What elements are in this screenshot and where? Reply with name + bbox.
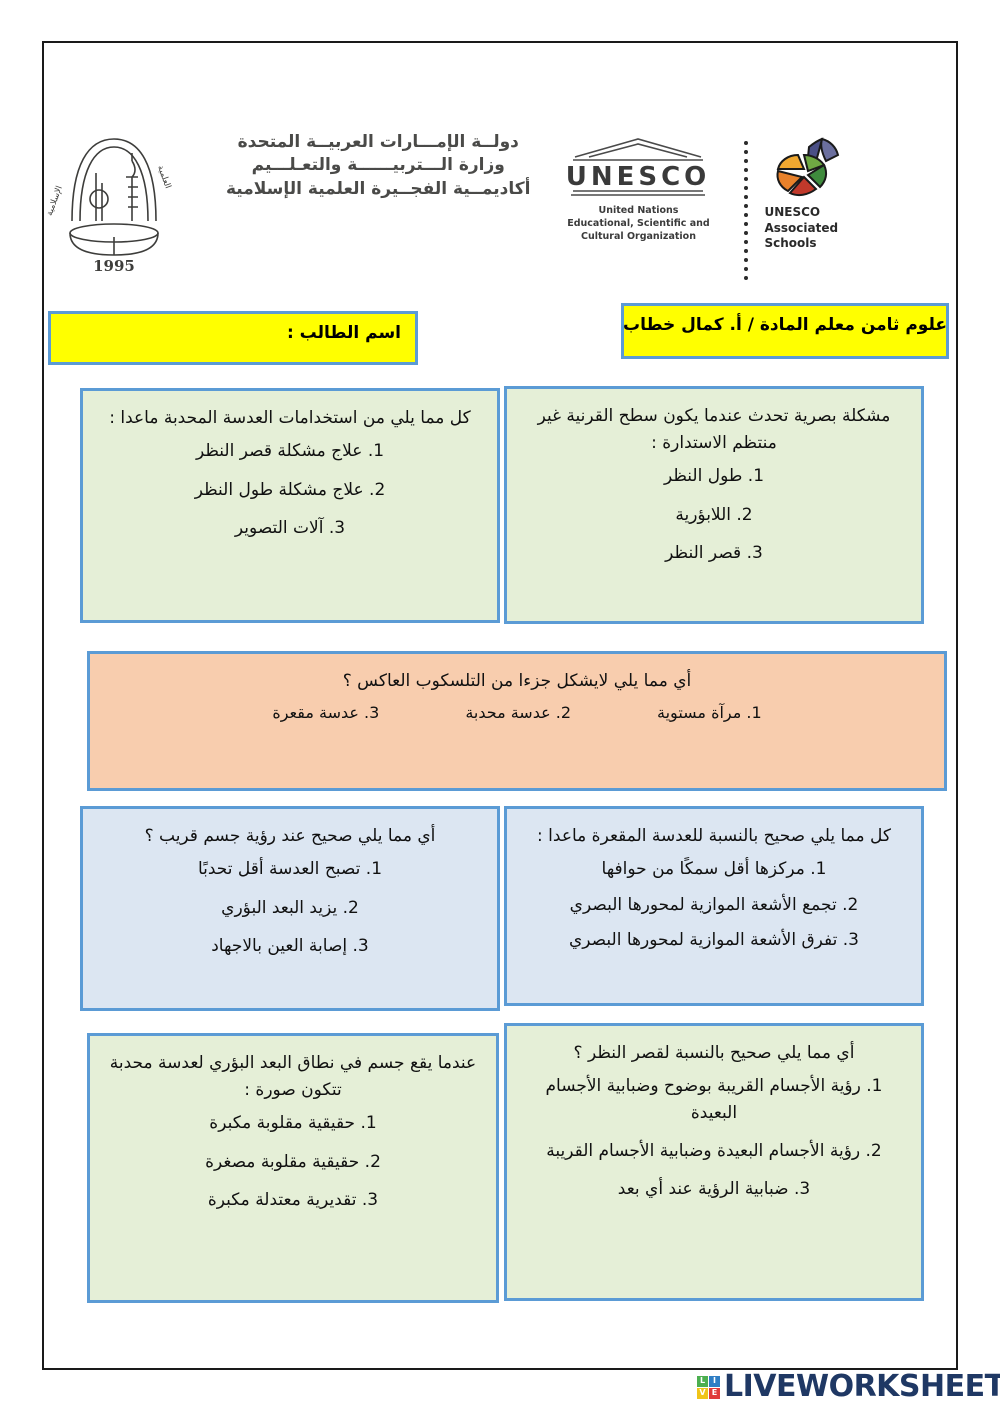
dotted-divider (742, 135, 750, 285)
option-1[interactable]: 1. تصبح العدسة أقل تحدبًا (197, 859, 383, 880)
option-1[interactable]: 1. مركزها أقل سمكًا من حوافها (601, 859, 827, 880)
info-row: علوم ثامن معلم المادة / أ. كمال خطاب اسم… (44, 303, 960, 365)
assoc-line-1: UNESCO (764, 205, 821, 219)
unesco-logos: UNESCO United Nations Educational, Scien… (548, 113, 894, 285)
option-2[interactable]: 2. علاج مشكلة طول النظر (194, 479, 386, 500)
assoc-line-2: Associated (764, 220, 839, 235)
question-options: 1. تصبح العدسة أقل تحدبًا 2. يزيد البعد … (99, 856, 481, 959)
ministry-heading: دولــة الإمـــارات العربيــة المتحدة وزا… (226, 113, 530, 201)
option-3[interactable]: 3. تفرق الأشعة الموازية لمحورها البصري (569, 929, 859, 950)
question-convex-lens-uses[interactable]: كل مما يلي من استخدامات العدسة المحدبة م… (80, 388, 500, 623)
option-1[interactable]: 1. طول النظر (663, 466, 765, 487)
unesco-subtitle: United Nations Educational, Scientific a… (548, 205, 728, 243)
teacher-subject-label: علوم ثامن معلم المادة / أ. كمال خطاب (622, 315, 948, 335)
teacher-subject-box: علوم ثامن معلم المادة / أ. كمال خطاب (621, 303, 949, 359)
unesco-temple-icon: UNESCO (563, 135, 713, 201)
assoc-line-3: Schools (764, 236, 817, 251)
question-options: 1. طول النظر 2. اللابؤرية 3. قصر النظر (523, 463, 905, 566)
academy-seal-logo: 1995 الإسلامية العلمية (44, 113, 184, 278)
tile-e: E (709, 1387, 720, 1399)
question-options: 1. مركزها أقل سمكًا من حوافها 2. تجمع ال… (523, 856, 905, 953)
unesco-subtitle-line-3: Cultural Organization (580, 230, 696, 242)
question-near-object-vision[interactable]: أي مما يلي صحيح عند رؤية جسم قريب ؟ 1. ت… (80, 806, 500, 1011)
question-myopia[interactable]: أي مما يلي صحيح بالنسبة لقصر النظر ؟ 1. … (504, 1023, 924, 1301)
tile-i: I (709, 1375, 720, 1387)
option-3[interactable]: 3. إصابة العين بالاجهاد (211, 935, 369, 956)
student-name-field[interactable]: اسم الطالب : (48, 311, 418, 365)
question-focal-length-image[interactable]: عندما يقع جسم في نطاق البعد البؤري لعدسة… (87, 1033, 499, 1303)
tile-v: V (697, 1387, 708, 1399)
unesco-subtitle-line-2: Educational, Scientific and (567, 217, 710, 229)
question-stem: أي مما يلي صحيح بالنسبة لقصر النظر ؟ (573, 1043, 855, 1063)
option-2[interactable]: 2. يزيد البعد البؤري (221, 897, 359, 918)
ministry-line-3: أكاديمــية الفجــيرة العلمية الإسلامية (226, 178, 531, 199)
question-stem: كل مما يلي من استخدامات العدسة المحدبة م… (109, 408, 471, 428)
academy-seal-ring-top: العلمية (155, 164, 173, 190)
academy-seal-year: 1995 (93, 257, 135, 275)
ministry-line-2: وزارة الـــتربيــــــة والتعـلـــيم (251, 155, 505, 176)
worksheet-header: 1995 الإسلامية العلمية دولــة الإمـــارا… (44, 113, 960, 288)
option-3[interactable]: 3. قصر النظر (665, 543, 763, 564)
question-stem: كل مما يلي صحيح بالنسبة للعدسة المقعرة م… (537, 826, 891, 846)
academy-seal-ring-bottom: الإسلامية (45, 185, 65, 218)
option-3[interactable]: 3. آلات التصوير (234, 517, 346, 538)
question-stem: عندما يقع جسم في نطاق البعد البؤري لعدسة… (109, 1053, 477, 1101)
liveworksheets-logo[interactable]: L I V E LIVEWORKSHEETS (697, 1372, 1000, 1402)
unesco-wordmark: UNESCO (566, 162, 711, 192)
option-2[interactable]: 2. عدسة محدبة (465, 703, 572, 723)
question-options: 1. رؤية الأجسام القريبة بوضوح وضبابية ال… (523, 1073, 905, 1202)
question-stem: أي مما يلي صحيح عند رؤية جسم قريب ؟ (144, 826, 436, 846)
student-name-label: اسم الطالب : (286, 323, 401, 343)
option-3[interactable]: 3. عدسة مقعرة (272, 703, 380, 723)
liveworksheets-wordmark: LIVEWORKSHEETS (724, 1369, 1000, 1404)
option-3[interactable]: 3. ضبابية الرؤية عند أي بعد (617, 1179, 811, 1200)
question-options: 1. حقيقية مقلوبة مكبرة 2. حقيقية مقلوبة … (106, 1110, 480, 1213)
option-1[interactable]: 1. رؤية الأجسام القريبة بوضوح وضبابية ال… (545, 1076, 883, 1123)
option-2[interactable]: 2. تجمع الأشعة الموازية لمحورها البصري (569, 894, 859, 915)
ministry-line-1: دولــة الإمـــارات العربيــة المتحدة (237, 132, 519, 152)
unesco-associated-schools-logo: UNESCO Associated Schools (764, 135, 894, 252)
option-1[interactable]: 1. مرآة مستوية (657, 703, 762, 723)
question-stem: مشكلة بصرية تحدث عندما يكون سطح القرنية … (537, 406, 891, 454)
liveworksheets-tiles: L I V E (697, 1375, 720, 1399)
worksheet-page-frame: 1995 الإسلامية العلمية دولــة الإمـــارا… (42, 41, 958, 1370)
unesco-primary-logo: UNESCO United Nations Educational, Scien… (548, 135, 728, 243)
option-3[interactable]: 3. تقديرية معتدلة مكبرة (207, 1190, 379, 1211)
unesco-leaf-icon (764, 135, 852, 201)
question-concave-lens-properties[interactable]: كل مما يلي صحيح بالنسبة للعدسة المقعرة م… (504, 806, 924, 1006)
question-reflecting-telescope[interactable]: أي مما يلي لايشكل جزءا من التلسكوب العاك… (87, 651, 947, 791)
option-2[interactable]: 2. اللابؤرية (675, 504, 753, 525)
option-1[interactable]: 1. حقيقية مقلوبة مكبرة (209, 1113, 377, 1134)
unesco-associated-text: UNESCO Associated Schools (764, 205, 894, 252)
question-stem: أي مما يلي لايشكل جزءا من التلسكوب العاك… (342, 671, 692, 691)
question-options: 1. مرآة مستوية 2. عدسة محدبة 3. عدسة مقع… (106, 703, 928, 722)
unesco-subtitle-line-1: United Nations (598, 205, 679, 216)
option-2[interactable]: 2. رؤية الأجسام البعيدة وضبابية الأجسام … (546, 1140, 882, 1161)
academy-seal-icon: 1995 الإسلامية العلمية (45, 138, 173, 275)
question-cornea-astigmatism[interactable]: مشكلة بصرية تحدث عندما يكون سطح القرنية … (504, 386, 924, 624)
option-2[interactable]: 2. حقيقية مقلوبة مصغرة (205, 1151, 381, 1172)
question-options: 1. علاج مشكلة قصر النظر 2. علاج مشكلة طو… (99, 438, 481, 541)
tile-l: L (697, 1375, 708, 1387)
option-1[interactable]: 1. علاج مشكلة قصر النظر (195, 441, 385, 462)
